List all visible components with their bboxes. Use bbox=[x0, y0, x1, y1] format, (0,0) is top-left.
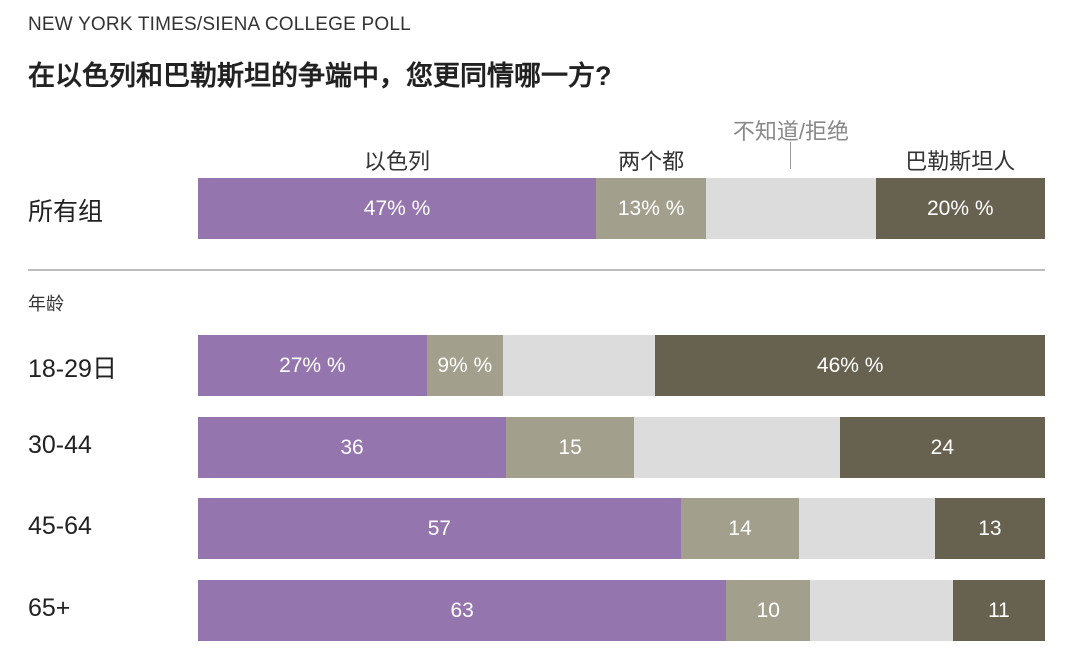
bar-segment-both: 13% % bbox=[596, 178, 707, 239]
data-label: 63 bbox=[450, 598, 474, 622]
bar-segment-palestinians: 24 bbox=[839, 417, 1045, 478]
data-label: 46% % bbox=[816, 353, 884, 377]
data-label: 14 bbox=[728, 516, 752, 540]
bar-segment-both: 15 bbox=[506, 417, 635, 478]
legend-label-israel: 以色列 bbox=[364, 149, 431, 174]
bar-segment-both: 14 bbox=[680, 498, 800, 559]
bar-segment-palestinians: 11 bbox=[952, 580, 1045, 641]
data-label: 27% % bbox=[279, 353, 346, 377]
stacked-bar: 57 14 13 bbox=[198, 498, 1045, 559]
data-label: 11 bbox=[987, 598, 1010, 622]
group-divider bbox=[28, 269, 1045, 271]
data-label: 20% % bbox=[927, 196, 994, 220]
bar-segment-dk bbox=[502, 335, 656, 396]
bar-segment-both: 9% % bbox=[426, 335, 503, 396]
data-label: 15 bbox=[558, 435, 582, 459]
legend-tick-dk bbox=[790, 142, 792, 169]
data-label: 9% % bbox=[437, 353, 493, 377]
bar-segment-palestinians: 13 bbox=[934, 498, 1045, 559]
data-label: 13% % bbox=[617, 196, 685, 220]
poll-source: NEW YORK TIMES/SIENA COLLEGE POLL bbox=[28, 14, 411, 35]
legend-label-dk: 不知道/拒绝 bbox=[732, 119, 849, 144]
data-label: 36 bbox=[340, 435, 364, 459]
row-label: 65+ bbox=[28, 594, 71, 622]
bar-segment-dk bbox=[706, 178, 876, 239]
bar-segment-israel: 47% % bbox=[198, 178, 597, 239]
bar-segment-israel: 63 bbox=[198, 580, 727, 641]
chart-title: 在以色列和巴勒斯坦的争端中，您更同情哪一方? bbox=[28, 61, 612, 91]
bar-segment-israel: 27% % bbox=[198, 335, 427, 396]
stacked-bar: 63 10 11 bbox=[198, 580, 1045, 641]
bar-segment-palestinians: 46% % bbox=[655, 335, 1045, 396]
legend-label-both: 两个都 bbox=[618, 149, 685, 174]
bar-segment-dk bbox=[799, 498, 935, 559]
row-label: 18-29日 bbox=[28, 355, 117, 383]
data-label: 10 bbox=[756, 598, 780, 622]
data-label: 47% % bbox=[363, 196, 431, 220]
bar-segment-palestinians: 20% % bbox=[875, 178, 1045, 239]
stacked-bar: 47% % 13% % 20% % bbox=[198, 178, 1045, 239]
bar-segment-israel: 36 bbox=[198, 417, 506, 478]
bar-segment-israel: 57 bbox=[198, 498, 681, 559]
stacked-bar: 27% % 9% % 46% % bbox=[198, 335, 1045, 396]
bar-segment-both: 10 bbox=[726, 580, 811, 641]
bar-segment-dk bbox=[634, 417, 840, 478]
row-label: 所有组 bbox=[28, 198, 104, 226]
row-label: 45-64 bbox=[28, 512, 92, 540]
group-label-age: 年龄 bbox=[28, 294, 64, 314]
data-label: 24 bbox=[930, 435, 954, 459]
bar-segment-dk bbox=[810, 580, 953, 641]
row-label: 30-44 bbox=[28, 431, 92, 459]
stacked-bar: 36 15 24 bbox=[198, 417, 1045, 478]
legend-label-palestinians: 巴勒斯坦人 bbox=[905, 149, 1016, 174]
data-label: 13 bbox=[978, 516, 1002, 540]
data-label: 57 bbox=[427, 516, 452, 540]
